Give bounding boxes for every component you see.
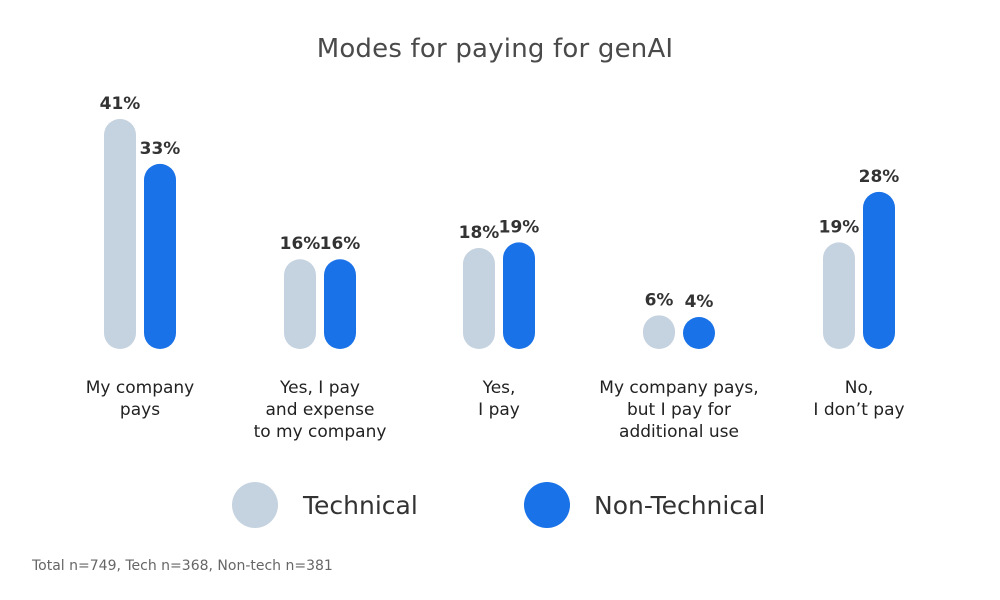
bars-group bbox=[104, 118, 895, 350]
category-label-5: No, I don’t pay bbox=[813, 378, 904, 420]
chart-title: Modes for paying for genAI bbox=[316, 34, 674, 64]
legend: Technical Non-Technical bbox=[232, 482, 765, 528]
legend-marker-technical bbox=[232, 482, 278, 528]
bar-labels-group: 41%33%16% 16%18% 19%6% 4%19%28% bbox=[100, 94, 900, 312]
category-label-3: Yes, I pay bbox=[478, 378, 520, 420]
legend-marker-non-technical bbox=[524, 482, 570, 528]
bar-technical-4 bbox=[643, 315, 675, 349]
data-label-technical-1: 41% bbox=[100, 94, 141, 114]
data-label-non-technical-5: 28% bbox=[859, 167, 900, 187]
data-label-technical-5: 19% bbox=[819, 217, 860, 237]
bar-technical-2 bbox=[284, 259, 316, 349]
data-label-technical-2: 16% bbox=[280, 234, 321, 254]
bar-non-technical-3 bbox=[503, 242, 535, 349]
legend-label-non-technical: Non-Technical bbox=[594, 491, 765, 520]
data-label-non-technical-3: 19% bbox=[499, 217, 540, 237]
category-labels-group: My company pays Yes, I pay and expense to my… bbox=[86, 378, 905, 442]
bar-non-technical-1 bbox=[144, 163, 176, 349]
category-label-2: Yes, I pay and expense to my company bbox=[254, 378, 387, 442]
data-label-non-technical-1: 33% bbox=[140, 139, 181, 159]
bar-non-technical-2 bbox=[324, 259, 356, 349]
bar-technical-1 bbox=[104, 118, 136, 350]
data-label-technical-4: 6% bbox=[645, 290, 674, 310]
footnote: Total n=749, Tech n=368, Non-tech n=381 bbox=[32, 558, 333, 574]
legend-label-technical: Technical bbox=[302, 491, 418, 520]
data-label-non-technical-4: 4% bbox=[685, 292, 714, 312]
category-label-1: My company pays bbox=[86, 378, 194, 420]
data-label-technical-3: 18% bbox=[459, 223, 500, 243]
bar-non-technical-5 bbox=[863, 191, 895, 349]
bar-technical-3 bbox=[463, 248, 495, 349]
bar-non-technical-4 bbox=[683, 317, 715, 349]
category-label-4: My company pays, but I pay for additional … bbox=[599, 378, 758, 442]
bar-technical-5 bbox=[823, 242, 855, 349]
data-label-non-technical-2: 16% bbox=[320, 234, 361, 254]
